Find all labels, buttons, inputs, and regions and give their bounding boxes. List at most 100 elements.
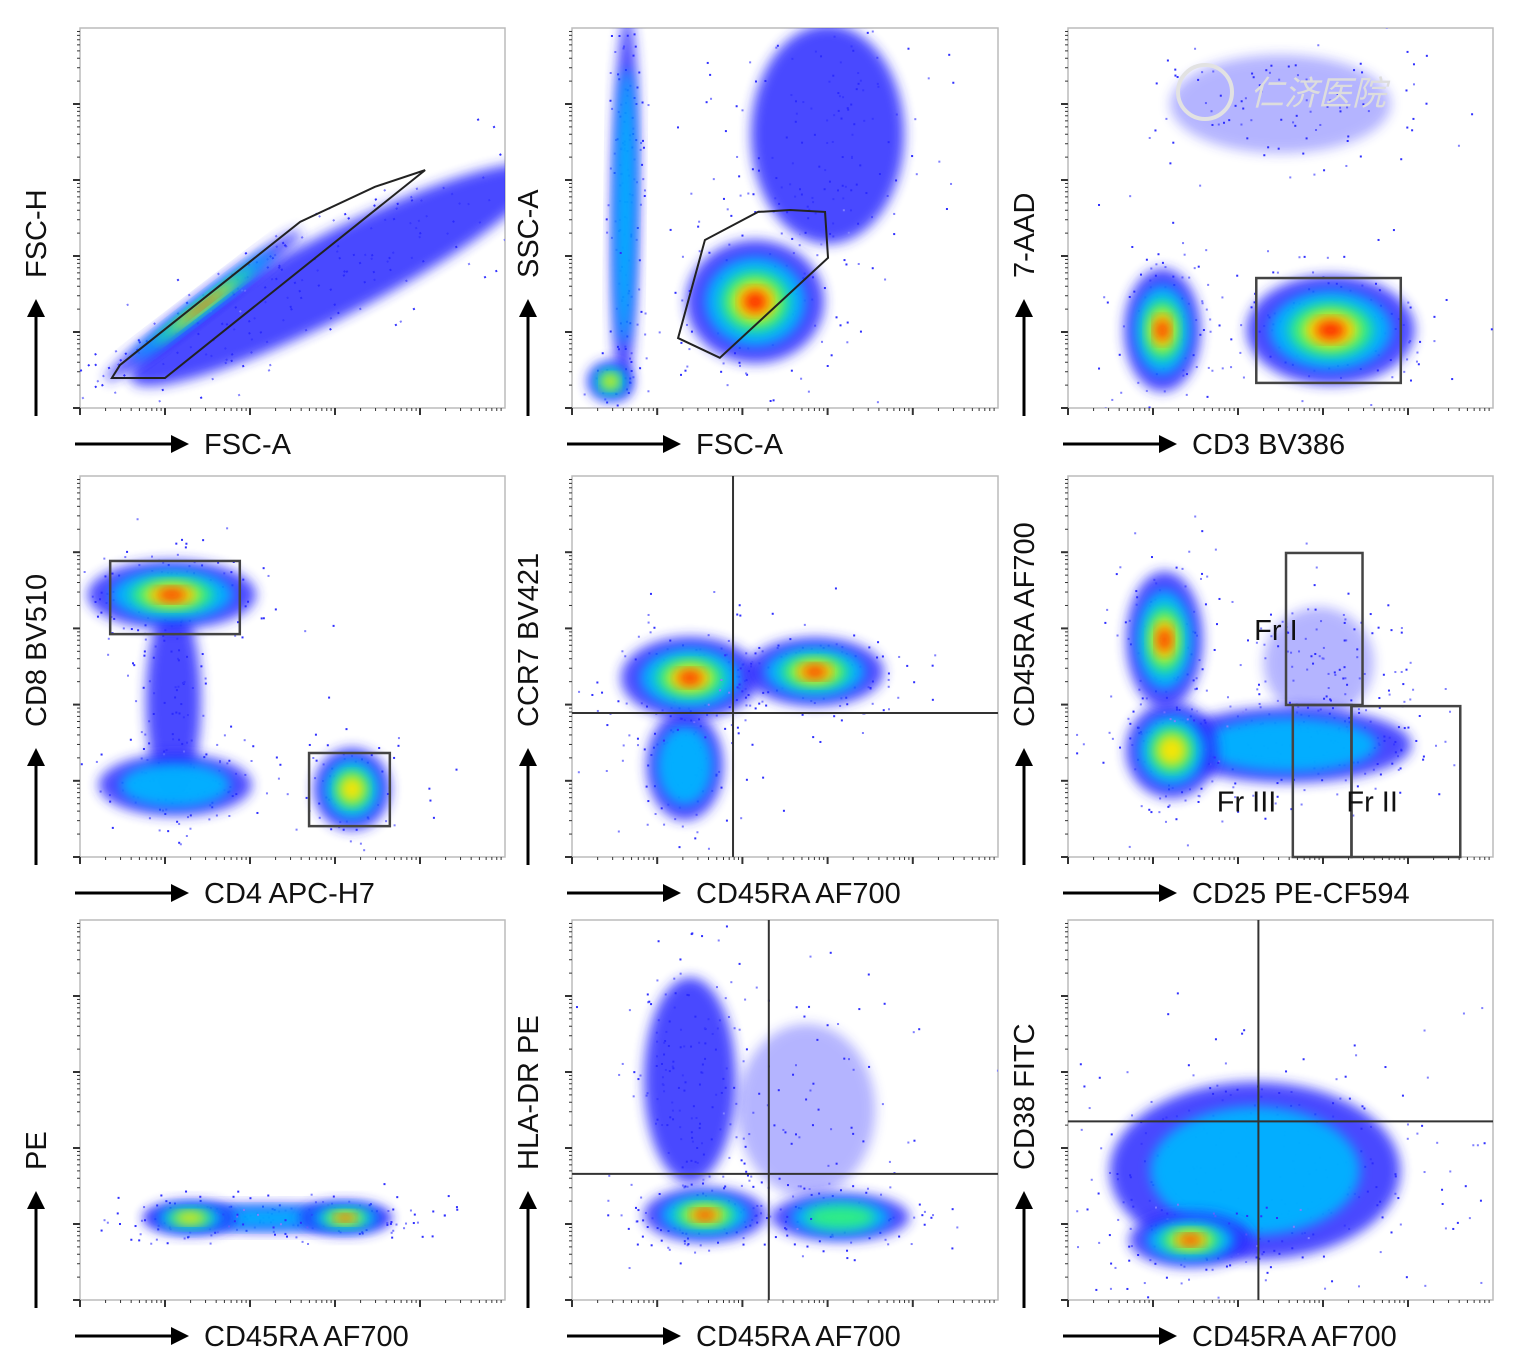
event-dot [1258, 693, 1261, 696]
event-dot [241, 636, 244, 639]
event-dot [1176, 1203, 1179, 1206]
event-dot [724, 997, 727, 1000]
event-dot [1276, 782, 1279, 785]
event-dot [1095, 1288, 1098, 1291]
event-dot [397, 737, 400, 740]
event-dot [24, 434, 27, 437]
event-dot [363, 849, 366, 852]
event-dot [1240, 324, 1243, 327]
event-dot [741, 109, 744, 112]
event-dot [476, 118, 480, 121]
event-dot [1083, 1085, 1086, 1088]
x-axis-label: CD4 APC-H7 [204, 878, 375, 910]
event-dot [1217, 761, 1220, 764]
event-dot [789, 638, 792, 641]
event-dot [1098, 203, 1101, 206]
event-dot [1221, 820, 1224, 823]
event-dot [1480, 1281, 1483, 1284]
event-dot [391, 1236, 394, 1239]
gate-polygon[interactable] [676, 209, 830, 360]
event-dot [881, 655, 884, 658]
density-contour-0 [643, 977, 737, 1183]
event-dot [846, 341, 849, 344]
event-dot [158, 829, 161, 832]
event-dot [343, 212, 347, 216]
event-dot [809, 955, 812, 958]
event-dot [752, 1185, 755, 1188]
event-dot [300, 236, 304, 239]
population [279, 1183, 424, 1245]
event-dot [393, 824, 396, 827]
event-dot [688, 348, 691, 351]
event-dot [1098, 1241, 1101, 1244]
event-dot [1130, 424, 1132, 426]
event-dot [176, 278, 180, 282]
event-dot [743, 1162, 746, 1165]
event-dot [126, 674, 129, 677]
gate-polygon[interactable] [110, 169, 426, 379]
event-dot [951, 1247, 954, 1250]
event-dot [776, 44, 779, 47]
event-dot [1457, 144, 1460, 147]
event-dot [630, 369, 633, 372]
event-dot [1400, 670, 1403, 673]
event-dot [887, 678, 890, 681]
event-dot [906, 664, 909, 667]
gate-rect[interactable] [1350, 704, 1462, 859]
event-dot [1230, 338, 1233, 341]
event-dot [1201, 302, 1204, 305]
y-axis-label: SSC-A [513, 189, 545, 278]
event-dot [719, 689, 722, 692]
event-dot [1137, 381, 1140, 384]
y-axis-label: CD38 FITC [1009, 1023, 1041, 1170]
event-dot [769, 399, 772, 402]
event-dot [1444, 1227, 1447, 1230]
event-dot [1374, 787, 1377, 790]
event-dot [1199, 184, 1202, 187]
event-dot [877, 641, 880, 644]
event-dot [308, 743, 311, 746]
axis-ticks [1061, 30, 1490, 415]
event-dot [727, 639, 730, 642]
event-dot [681, 255, 684, 258]
event-dot [187, 293, 191, 297]
event-dot [109, 800, 112, 803]
event-dot [628, 1267, 631, 1270]
event-dot [857, 262, 860, 265]
event-dot [1269, 1266, 1272, 1269]
event-dot [763, 1243, 766, 1246]
event-dot [1471, 113, 1474, 116]
event-dot [1263, 154, 1266, 157]
event-dot [1200, 787, 1203, 790]
event-dot [103, 557, 106, 560]
event-dot [618, 418, 620, 420]
event-dot [678, 846, 681, 849]
event-dot [415, 187, 419, 191]
event-dot [1080, 1128, 1083, 1131]
gate-rect[interactable] [1255, 276, 1403, 385]
event-dot [1299, 1208, 1302, 1211]
event-dot [243, 739, 246, 742]
event-dot [839, 704, 842, 707]
event-dot [887, 672, 890, 675]
event-dot [137, 629, 140, 632]
event-dot [778, 1177, 781, 1180]
event-dot [1329, 699, 1332, 702]
event-dot [1214, 1038, 1217, 1041]
event-dot [617, 830, 620, 833]
gate-rect[interactable] [307, 751, 392, 828]
event-dot [1359, 62, 1362, 65]
event-dot [1245, 708, 1248, 711]
event-dot [1256, 1245, 1259, 1248]
event-dot [210, 1234, 213, 1237]
event-dot [267, 574, 270, 577]
event-dot [152, 873, 154, 875]
event-dot [111, 826, 114, 829]
event-dot [189, 827, 192, 830]
event-dot [1206, 575, 1209, 578]
event-dot [428, 787, 431, 790]
gate-rect[interactable] [108, 559, 242, 636]
event-dot [1216, 623, 1219, 626]
event-dot [140, 731, 143, 734]
x-axis-label: CD45RA AF700 [1192, 1321, 1397, 1353]
